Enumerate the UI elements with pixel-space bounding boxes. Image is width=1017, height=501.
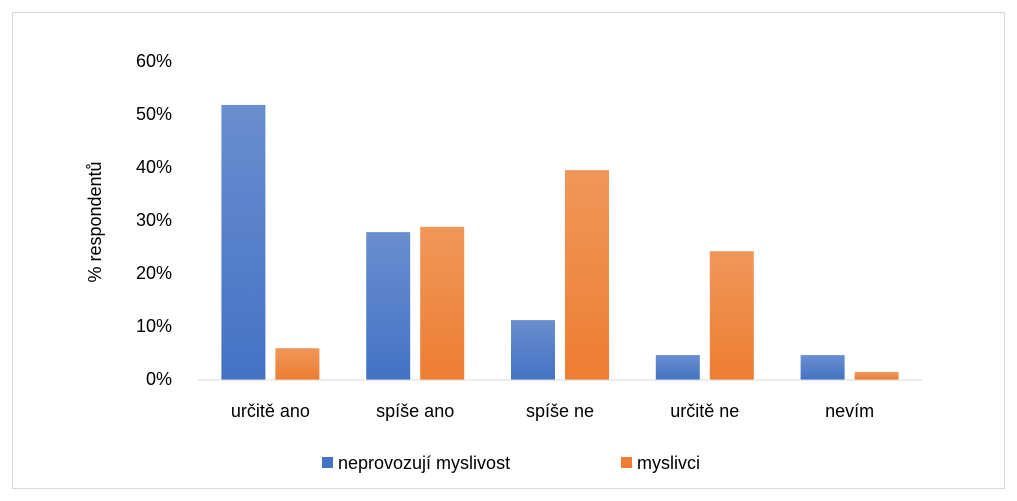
legend-label: myslivci	[637, 453, 700, 473]
bar	[511, 320, 555, 380]
bar	[800, 355, 845, 380]
x-tick-label: určitě ne	[670, 401, 739, 421]
bar	[565, 170, 609, 380]
bar	[221, 104, 266, 381]
x-tick-label: nevím	[825, 401, 874, 421]
x-tick-label: určitě ano	[231, 401, 310, 421]
bar	[420, 226, 465, 380]
legend-swatch	[322, 457, 333, 468]
chart-frame	[12, 12, 1005, 489]
y-axis-title: % respondentů	[85, 161, 105, 282]
y-tick-label: 10%	[136, 316, 172, 336]
bar	[854, 372, 899, 380]
bar	[709, 251, 754, 380]
bar	[655, 355, 700, 380]
y-tick-label: 0%	[146, 369, 172, 389]
legend-label: neprovozují myslivost	[338, 453, 510, 473]
x-tick-label: spíše ne	[526, 401, 594, 421]
legend-swatch	[621, 457, 632, 468]
y-tick-label: 60%	[136, 51, 172, 71]
y-tick-label: 40%	[136, 157, 172, 177]
y-tick-label: 50%	[136, 104, 172, 124]
y-tick-label: 30%	[136, 210, 172, 230]
bar	[366, 232, 411, 380]
bar	[275, 348, 320, 380]
x-tick-label: spíše ano	[376, 401, 454, 421]
y-tick-label: 20%	[136, 263, 172, 283]
